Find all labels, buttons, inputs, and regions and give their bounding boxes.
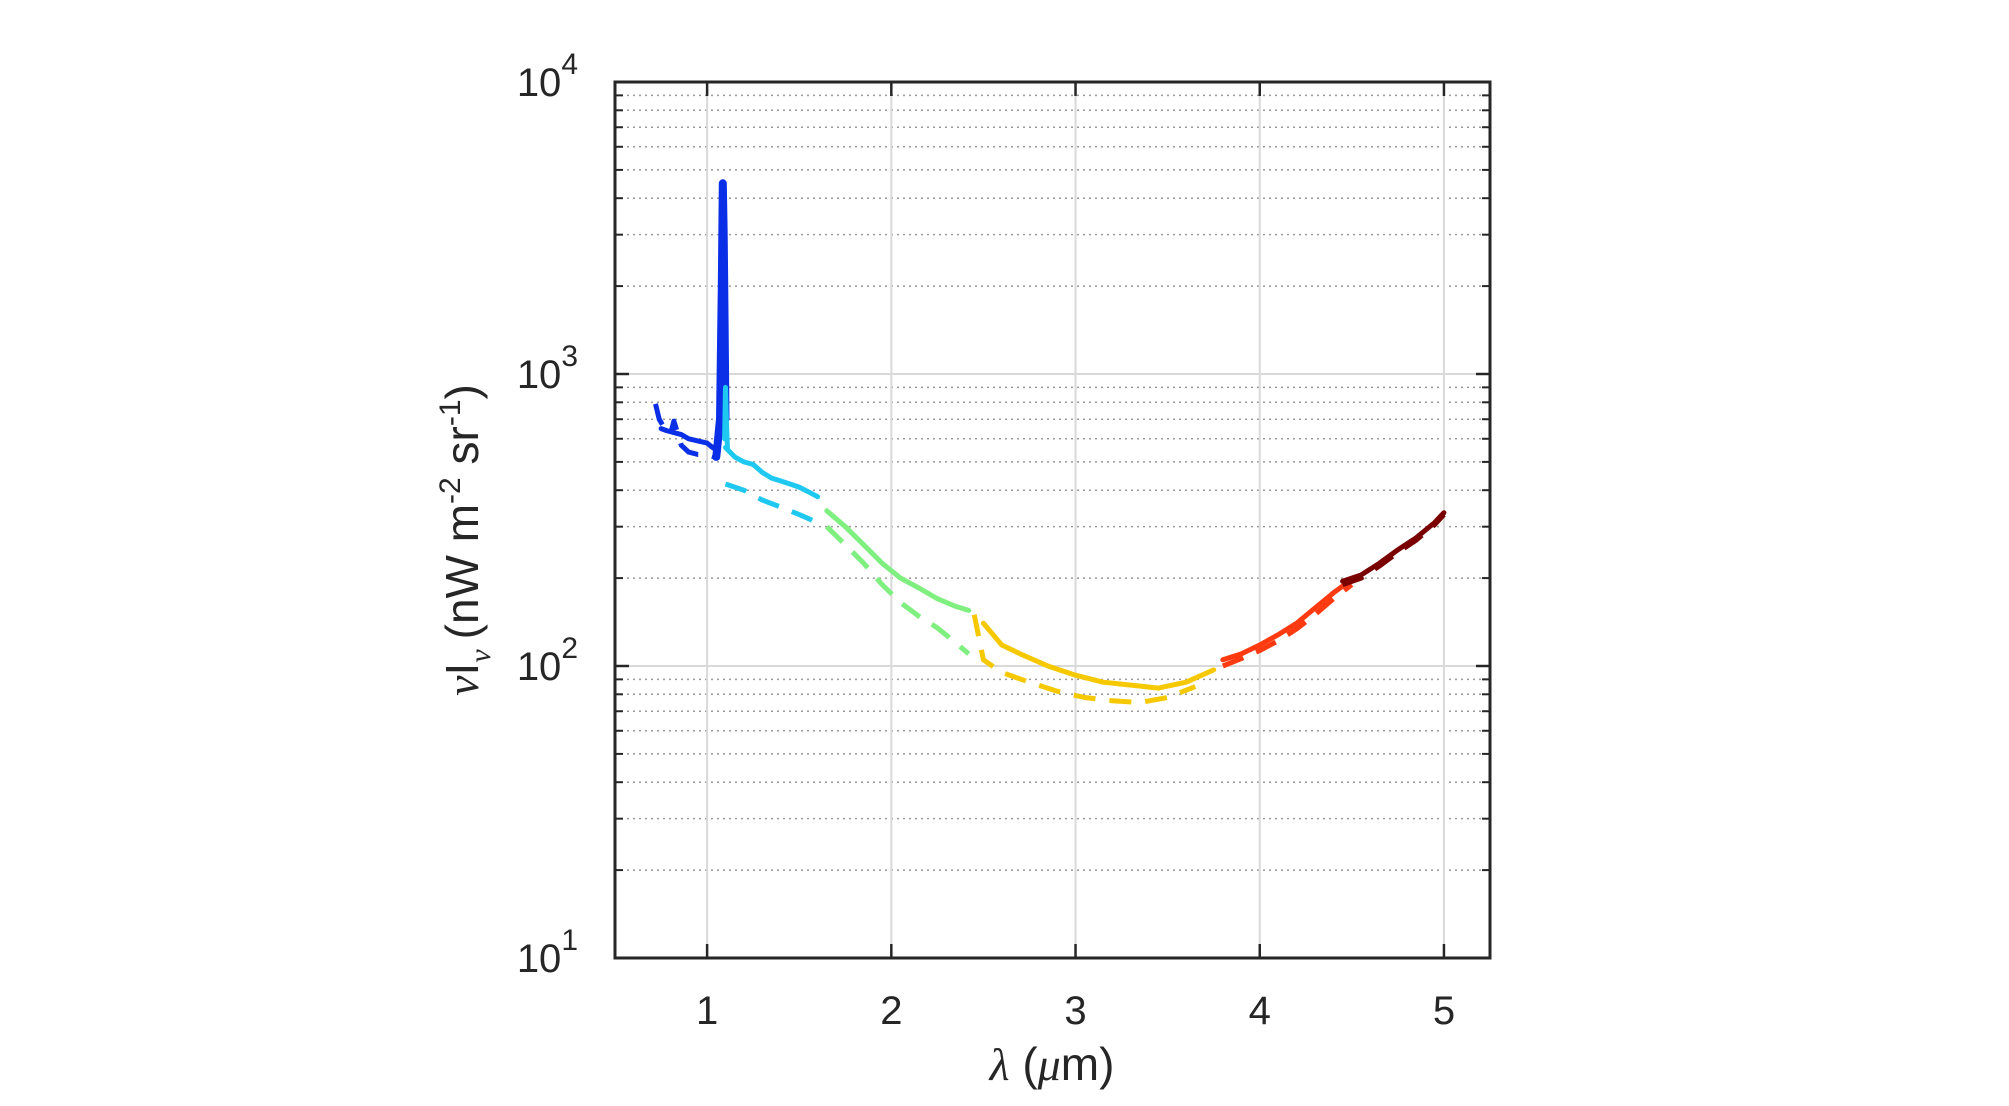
x-tick-label: 1 xyxy=(696,989,718,1033)
y-tick-label-base: 10 xyxy=(517,937,562,981)
y-tick-label: 101 xyxy=(517,924,578,981)
x-tick-label: 4 xyxy=(1249,989,1271,1033)
x-axis-label: λ (μm) xyxy=(988,1038,1115,1090)
series-band-5-dashed xyxy=(1221,582,1354,669)
plot-frame xyxy=(613,80,1492,960)
series-band-2-line-peak xyxy=(722,384,730,450)
y-tick-label: 103 xyxy=(517,340,578,397)
series-band-1-line-peak xyxy=(712,179,730,461)
series-band-4-solid xyxy=(980,620,1217,691)
x-tick-label: 2 xyxy=(880,989,902,1033)
y-axis-label-sr: sr xyxy=(436,426,488,477)
y-axis-label-subscript: ν xyxy=(464,649,497,663)
series-band-2-solid xyxy=(723,445,821,500)
y-axis-label: νIν (nW m-2 sr-1) xyxy=(434,384,497,696)
minor-grid xyxy=(615,94,1490,871)
y-tick-label-base: 10 xyxy=(517,61,562,105)
y-axis-label-close: ) xyxy=(436,384,488,399)
y-axis-label-exp2: -1 xyxy=(434,399,467,426)
series-band-1-dashed xyxy=(653,403,716,460)
series-layer xyxy=(653,179,1447,705)
y-axis-label-exp1: -2 xyxy=(434,477,467,504)
y-tick-label-base: 10 xyxy=(517,353,562,397)
x-tick-label: 5 xyxy=(1433,989,1455,1033)
series-band-4-dashed xyxy=(971,614,1197,705)
x-axis-label-symbol: λ xyxy=(988,1039,1010,1090)
series-band-6-dashed xyxy=(1341,512,1446,587)
y-axis-label-nu: ν xyxy=(437,675,488,696)
series-band-3-solid xyxy=(824,508,972,613)
x-tick-label: 3 xyxy=(1064,989,1086,1033)
tick-marks xyxy=(615,80,1490,960)
y-axis-label-unit: (nW m xyxy=(436,504,488,639)
y-tick-label-exp: 3 xyxy=(561,340,578,373)
x-tick-labels: 1 2 3 4 5 xyxy=(696,989,1455,1033)
series-band-5-solid xyxy=(1220,576,1355,663)
y-tick-label: 102 xyxy=(517,632,578,689)
y-tick-label-exp: 2 xyxy=(561,632,578,665)
y-axis-label-i: I xyxy=(436,663,488,676)
y-tick-label-exp: 1 xyxy=(561,924,578,957)
y-tick-label-exp: 4 xyxy=(561,48,578,81)
series-band-2-dashed xyxy=(724,481,819,525)
x-axis-label-mu: μ xyxy=(1037,1039,1061,1090)
plot-background xyxy=(615,82,1490,958)
y-tick-label: 104 xyxy=(517,48,578,105)
x-axis-label-open: ( xyxy=(1010,1038,1039,1090)
x-axis-label-unit: m) xyxy=(1061,1038,1115,1090)
y-tick-label-base: 10 xyxy=(517,645,562,689)
